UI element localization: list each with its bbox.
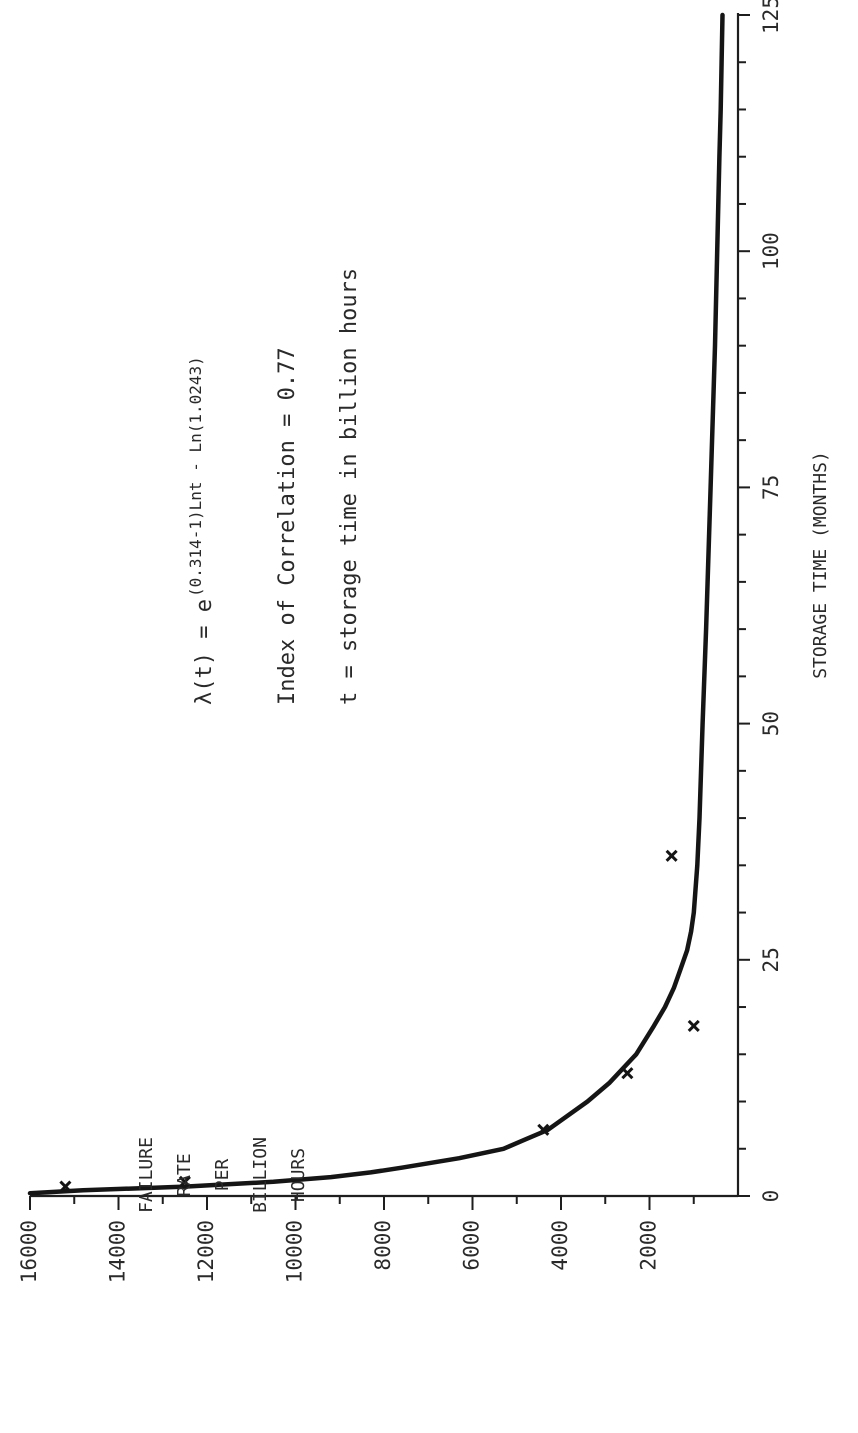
data-point-marker — [59, 1180, 72, 1193]
x-tick-label: 25 — [759, 947, 783, 972]
data-point-marker — [687, 1019, 700, 1033]
y-axis-label-line: HOURS — [288, 1148, 309, 1202]
x-axis-label: STORAGE TIME (MONTHS) — [810, 451, 831, 679]
y-axis-label-line: BILLION — [250, 1137, 271, 1213]
t-definition-annotation: t = storage time in billion hours — [337, 268, 362, 705]
y-axis-label: FAILURE RATE PER BILLION HOURS — [136, 1137, 309, 1213]
equation-exponent: (0.314-1)Lnt - Ln(1.0243) — [186, 356, 205, 597]
equation-lhs: λ(t) = e — [192, 599, 217, 705]
data-point-marker — [665, 849, 678, 862]
y-axis-label-line: RATE — [174, 1153, 195, 1196]
y-tick-label: 10000 — [283, 1220, 307, 1283]
y-axis-label-line: PER — [212, 1159, 233, 1192]
x-tick-label: 125 — [759, 0, 783, 34]
data-point-marker — [537, 1123, 550, 1136]
y-tick-label: 2000 — [637, 1220, 661, 1271]
y-tick-label: 12000 — [194, 1220, 218, 1283]
y-axis-label-line: FAILURE — [136, 1137, 157, 1213]
x-tick-label: 75 — [759, 475, 783, 500]
y-tick-label: 14000 — [106, 1220, 130, 1283]
correlation-annotation: Index of Correlation = 0.77 — [275, 347, 300, 705]
y-tick-label: 8000 — [371, 1220, 395, 1271]
y-tick-label: 6000 — [460, 1220, 484, 1271]
data-point-marker — [178, 1175, 191, 1188]
data-point-marker — [621, 1067, 634, 1080]
fitted-curve-line — [27, 12, 725, 1196]
x-tick-label: 100 — [759, 232, 783, 270]
y-tick-label: 4000 — [548, 1220, 572, 1271]
y-tick-label: 16000 — [17, 1220, 41, 1283]
x-tick-label: 0 — [759, 1190, 783, 1203]
plot-layer: 0 25 50 75 100 125 2000 4000 6000 8000 10000 12000 1… — [17, 0, 783, 1283]
equation-annotation: λ(t) = e (0.314-1)Lnt - Ln(1.0243) — [186, 356, 217, 705]
x-tick-label: 50 — [759, 711, 783, 736]
